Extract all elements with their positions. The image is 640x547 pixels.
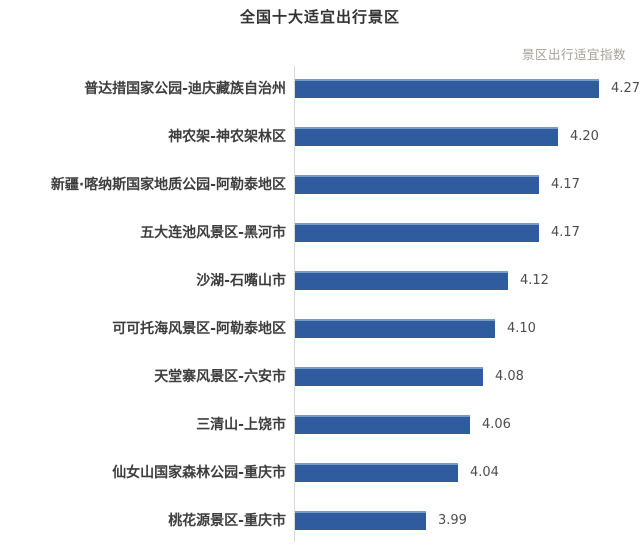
bar	[295, 78, 600, 98]
bar-row: 神农架-神农架林区 4.20	[0, 112, 640, 160]
bar	[295, 174, 539, 194]
value-label: 4.08	[495, 368, 524, 384]
chart-title: 全国十大适宜出行景区	[239, 8, 400, 26]
bar	[295, 318, 495, 338]
bar-row: 仙女山国家森林公园-重庆市 4.04	[0, 448, 640, 496]
category-label: 新疆·喀纳斯国家地质公园-阿勒泰地区	[50, 177, 286, 193]
category-label: 仙女山国家森林公园-重庆市	[112, 465, 286, 481]
value-label: 4.20	[570, 128, 599, 144]
category-label: 普达措国家公园-迪庆藏族自治州	[84, 81, 286, 97]
value-label: 4.27	[611, 80, 640, 96]
category-label: 可可托海风景区-阿勒泰地区	[112, 321, 286, 337]
bar-row: 五大连池风景区-黑河市 4.17	[0, 208, 640, 256]
category-label: 五大连池风景区-黑河市	[140, 225, 286, 241]
bar	[295, 414, 470, 434]
bar-row: 普达措国家公园-迪庆藏族自治州 4.27	[0, 64, 640, 112]
bar-row: 新疆·喀纳斯国家地质公园-阿勒泰地区 4.17	[0, 160, 640, 208]
category-label: 桃花源景区-重庆市	[168, 513, 286, 529]
legend-label: 景区出行适宜指数	[521, 47, 626, 62]
category-label: 三清山-上饶市	[196, 417, 286, 433]
category-label: 沙湖-石嘴山市	[196, 273, 286, 289]
value-label: 4.06	[482, 416, 511, 432]
bar-row: 可可托海风景区-阿勒泰地区 4.10	[0, 304, 640, 352]
y-axis-line	[294, 66, 295, 542]
value-label: 4.17	[551, 176, 580, 192]
value-label: 3.99	[438, 512, 467, 528]
bar	[295, 270, 508, 290]
bar	[295, 510, 426, 530]
bar	[295, 126, 558, 146]
value-label: 4.12	[520, 272, 549, 288]
value-label: 4.10	[507, 320, 536, 336]
bar	[295, 462, 458, 482]
bar	[295, 366, 483, 386]
value-label: 4.04	[470, 464, 499, 480]
value-label: 4.17	[551, 224, 580, 240]
category-label: 神农架-神农架林区	[168, 129, 286, 145]
bar-row: 沙湖-石嘴山市 4.12	[0, 256, 640, 304]
bar-row: 天堂寨风景区-六安市 4.08	[0, 352, 640, 400]
category-label: 天堂寨风景区-六安市	[154, 369, 286, 385]
bar-rows: 普达措国家公园-迪庆藏族自治州 4.27 神农架-神农架林区 4.20 新疆·喀纳斯国家…	[0, 64, 640, 544]
bar-row: 三清山-上饶市 4.06	[0, 400, 640, 448]
bar	[295, 222, 539, 242]
plot-area: 普达措国家公园-迪庆藏族自治州 4.27 神农架-神农架林区 4.20 新疆·喀纳斯国家…	[0, 64, 640, 544]
bar-row: 桃花源景区-重庆市 3.99	[0, 496, 640, 544]
